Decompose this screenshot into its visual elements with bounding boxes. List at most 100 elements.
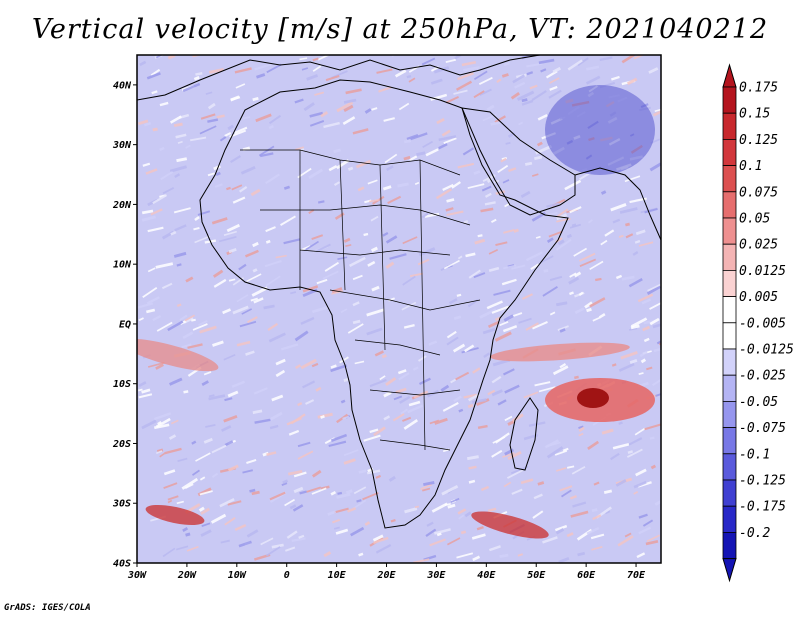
field-streak — [615, 274, 623, 280]
field-streak — [173, 207, 191, 214]
field-streak — [397, 369, 407, 375]
field-streak — [554, 524, 568, 532]
field-streak — [185, 276, 194, 283]
field-streak — [625, 222, 630, 227]
field-streak — [374, 350, 384, 357]
field-streak — [226, 223, 241, 233]
field-streak — [356, 499, 362, 503]
field-streak — [649, 299, 661, 310]
field-streak — [336, 413, 349, 424]
field-streak — [635, 229, 646, 236]
field-streak — [473, 70, 488, 80]
field-streak — [472, 555, 481, 562]
field-streak — [246, 273, 262, 283]
field-streak — [569, 272, 577, 278]
field-streak — [408, 77, 416, 83]
field-streak — [265, 173, 280, 185]
field-streak — [271, 543, 284, 549]
field-streak — [398, 372, 410, 381]
field-streak — [448, 298, 458, 305]
field-streak — [200, 507, 210, 515]
field-streak — [352, 274, 363, 281]
field-streak — [224, 397, 233, 402]
field-streak — [533, 493, 543, 500]
field-streak — [167, 495, 179, 501]
field-streak — [566, 233, 572, 239]
field-streak — [467, 393, 480, 402]
field-streak — [200, 529, 212, 537]
field-streak — [512, 74, 526, 84]
field-streak — [492, 436, 506, 444]
field-streak — [176, 263, 182, 267]
velocity-field — [137, 55, 661, 563]
field-streak — [366, 327, 383, 336]
field-streak — [621, 55, 638, 64]
field-streak — [488, 248, 499, 255]
field-streak — [306, 486, 322, 493]
field-streak — [569, 291, 574, 296]
field-streak — [521, 98, 528, 103]
field-streak — [216, 114, 225, 119]
field-streak — [458, 514, 465, 520]
field-streak — [435, 188, 452, 200]
field-streak — [543, 269, 549, 273]
field-streak — [455, 371, 470, 381]
field-streak — [294, 330, 309, 342]
field-streak — [601, 428, 614, 435]
field-streak — [286, 530, 298, 539]
field-streak — [330, 490, 337, 496]
field-streak — [618, 234, 624, 239]
field-streak — [604, 510, 611, 515]
field-streak — [587, 219, 593, 224]
field-streak — [363, 232, 369, 237]
field-streak — [504, 202, 510, 208]
field-streak — [493, 289, 511, 296]
field-streak — [275, 254, 287, 259]
field-streak — [457, 255, 463, 260]
colorbar-label: -0.1 — [739, 447, 770, 462]
field-streak — [521, 99, 534, 106]
field-streak — [232, 305, 249, 315]
field-streak — [577, 57, 589, 66]
field-streak — [443, 137, 457, 145]
field-streak — [422, 140, 434, 148]
field-streak — [283, 185, 291, 190]
field-streak — [463, 220, 469, 224]
field-streak — [516, 90, 535, 101]
field-streak — [234, 524, 247, 531]
field-streak — [507, 420, 515, 426]
field-streak — [291, 537, 306, 542]
field-streak — [156, 321, 173, 332]
field-streak — [646, 285, 661, 295]
field-streak — [587, 440, 600, 450]
field-streak — [394, 69, 407, 78]
field-streak — [499, 320, 509, 327]
field-streak — [335, 528, 349, 535]
field-streak — [265, 546, 281, 557]
field-streak — [552, 365, 569, 376]
field-streak — [286, 417, 303, 426]
field-streak — [566, 532, 574, 538]
field-streak — [323, 551, 332, 558]
field-streak — [424, 212, 440, 218]
field-streak — [417, 258, 430, 266]
field-streak — [348, 256, 366, 268]
field-streak — [269, 491, 286, 501]
field-streak — [586, 526, 600, 535]
field-streak — [150, 208, 163, 216]
field-streak — [350, 526, 365, 537]
field-streak — [487, 320, 500, 328]
field-streak — [314, 91, 325, 96]
field-streak — [308, 168, 324, 180]
field-streak — [535, 144, 553, 155]
field-streak — [434, 528, 451, 535]
field-streak — [251, 490, 260, 496]
field-streak — [425, 528, 437, 537]
field-streak — [236, 294, 249, 303]
field-streak — [367, 260, 376, 267]
field-streak — [626, 77, 638, 86]
field-streak — [408, 400, 421, 407]
field-streak — [353, 499, 367, 509]
field-streak — [343, 449, 359, 457]
field-streak — [462, 147, 475, 156]
